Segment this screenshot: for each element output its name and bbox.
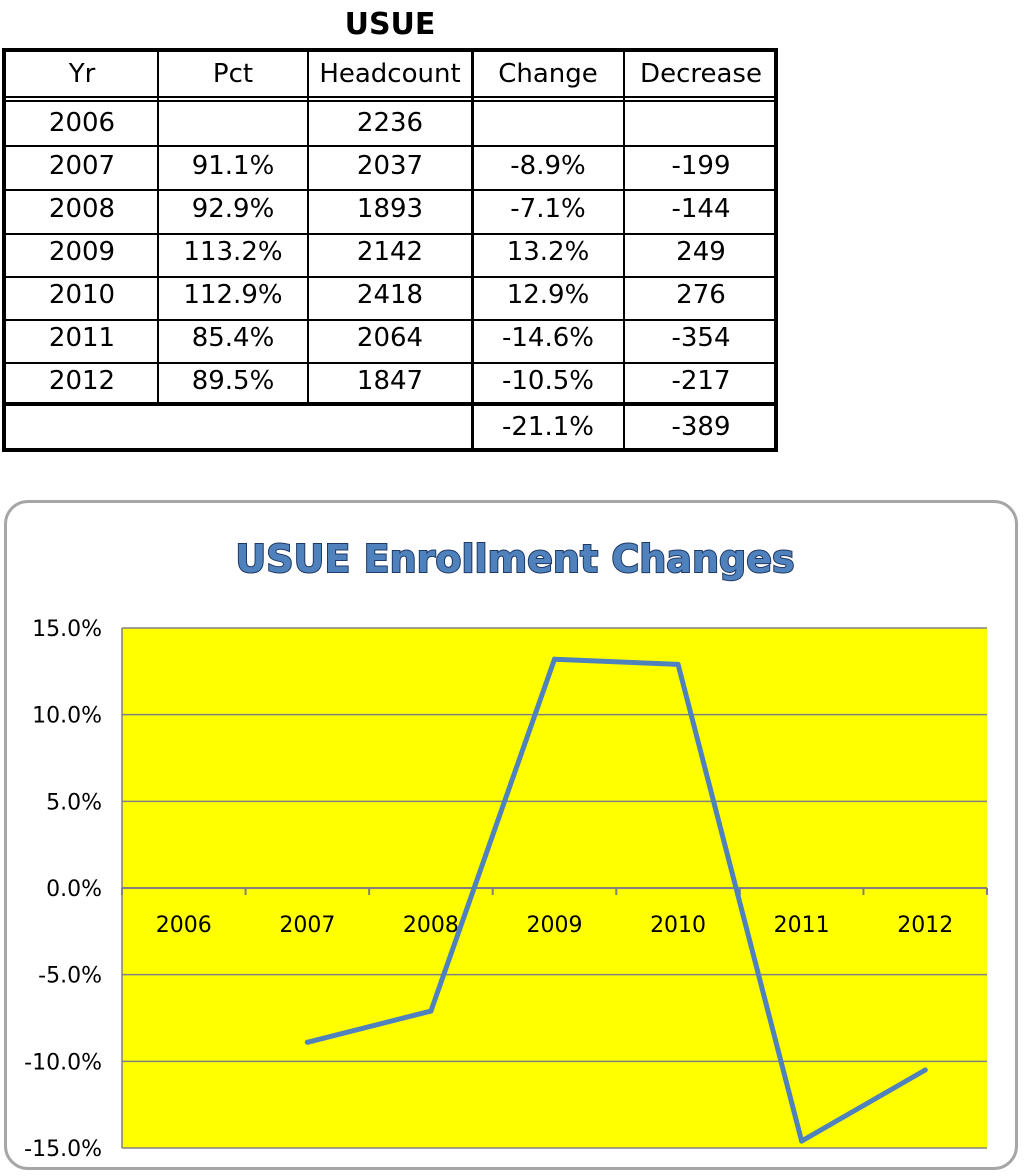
- table-cell: 92.9%: [191, 194, 275, 224]
- row-rule: [6, 276, 774, 278]
- table-cell: [472, 102, 624, 145]
- table-cell: 13.2%: [506, 237, 590, 267]
- table-cell: -8.9%: [510, 151, 586, 181]
- total-decrease-cell: -389: [671, 412, 731, 442]
- x-tick-label: 2012: [897, 913, 953, 938]
- y-tick-label: 0.0%: [46, 877, 102, 902]
- table-cell: 249: [676, 237, 726, 267]
- table-cell: 2006: [48, 108, 116, 138]
- chart-frame: 15.0% 10.0% 5.0% 0.0% -5.0% -10.0% -15.0% 2006 2…: [4, 500, 1018, 1170]
- row-rule: [6, 362, 774, 364]
- table-cell: 113.2%: [183, 237, 283, 267]
- table-cell: -144: [671, 194, 731, 224]
- series-line: [304, 656, 928, 1144]
- row-rule: [6, 145, 774, 147]
- y-tick-label: -15.0%: [24, 1137, 102, 1162]
- table-cell: 2064: [356, 323, 424, 353]
- data-point: [799, 1138, 805, 1144]
- y-tick-label: 5.0%: [46, 790, 102, 815]
- column-header: Change: [498, 59, 598, 89]
- data-point: [675, 661, 681, 667]
- table-cell: 2008: [48, 194, 116, 224]
- table-cell: 1893: [356, 194, 424, 224]
- data-point: [428, 1008, 434, 1014]
- table-cell: 2007: [48, 151, 116, 181]
- x-tick-label: 2009: [527, 913, 583, 938]
- y-tick-label: 15.0%: [32, 617, 102, 642]
- column-rule: [623, 52, 625, 448]
- table-cell: [158, 102, 308, 145]
- table-cell: -7.1%: [510, 194, 586, 224]
- y-tick-label: -5.0%: [38, 964, 102, 989]
- column-header: Headcount: [319, 59, 461, 89]
- y-tick-label: -10.0%: [24, 1050, 102, 1075]
- table-cell: 112.9%: [183, 280, 283, 310]
- table-title: USUE: [344, 7, 436, 42]
- x-tick-label: 2007: [279, 913, 335, 938]
- table-cell: [624, 102, 778, 145]
- column-rule: [307, 52, 309, 404]
- table-cell: 12.9%: [506, 280, 590, 310]
- table-cell: 1847: [356, 366, 424, 396]
- header-rule: [6, 96, 774, 98]
- table-cell: 2012: [48, 366, 116, 396]
- total-change-cell: -21.1%: [502, 412, 594, 442]
- column-header: Pct: [212, 59, 254, 89]
- table-cell: 2009: [48, 237, 116, 267]
- table-cell: -10.5%: [502, 366, 594, 396]
- x-tick-label: 2006: [156, 913, 212, 938]
- total-rule: [6, 402, 774, 406]
- row-rule: [6, 233, 774, 235]
- table-cell: -354: [671, 323, 731, 353]
- table-cell: 85.4%: [191, 323, 275, 353]
- header-rule: [6, 100, 774, 102]
- column-rule: [471, 52, 474, 448]
- table-cell: 91.1%: [191, 151, 275, 181]
- table-cell: 2418: [356, 280, 424, 310]
- chart-title: USUE Enrollment Changes: [235, 537, 794, 581]
- line-chart: 15.0% 10.0% 5.0% 0.0% -5.0% -10.0% -15.0% 2006 2…: [24, 536, 988, 1162]
- x-tick-label: 2008: [403, 913, 459, 938]
- row-rule: [6, 189, 774, 191]
- table-cell: 2142: [356, 237, 424, 267]
- data-table: Yr Pct Headcount Change Decrease 2006 2236 2007…: [2, 48, 778, 452]
- table-cell: -217: [671, 366, 731, 396]
- table-cell: 89.5%: [191, 366, 275, 396]
- table-cell: 2236: [356, 108, 424, 138]
- table-cell: -14.6%: [502, 323, 594, 353]
- data-point: [552, 656, 557, 662]
- data-point: [304, 1039, 310, 1045]
- table-cell: 2010: [48, 280, 116, 310]
- x-tick-label: 2010: [650, 913, 706, 938]
- column-rule: [157, 52, 159, 404]
- table-cell: -199: [671, 151, 731, 181]
- column-header: Decrease: [640, 59, 762, 89]
- table-cell: 276: [676, 280, 726, 310]
- data-point: [922, 1067, 928, 1073]
- table-cell: 2011: [48, 323, 116, 353]
- row-rule: [6, 319, 774, 321]
- table-cell: 2037: [356, 151, 424, 181]
- x-tick-label: 2011: [774, 913, 830, 938]
- column-header: Yr: [68, 59, 96, 89]
- y-tick-label: 10.0%: [32, 704, 102, 729]
